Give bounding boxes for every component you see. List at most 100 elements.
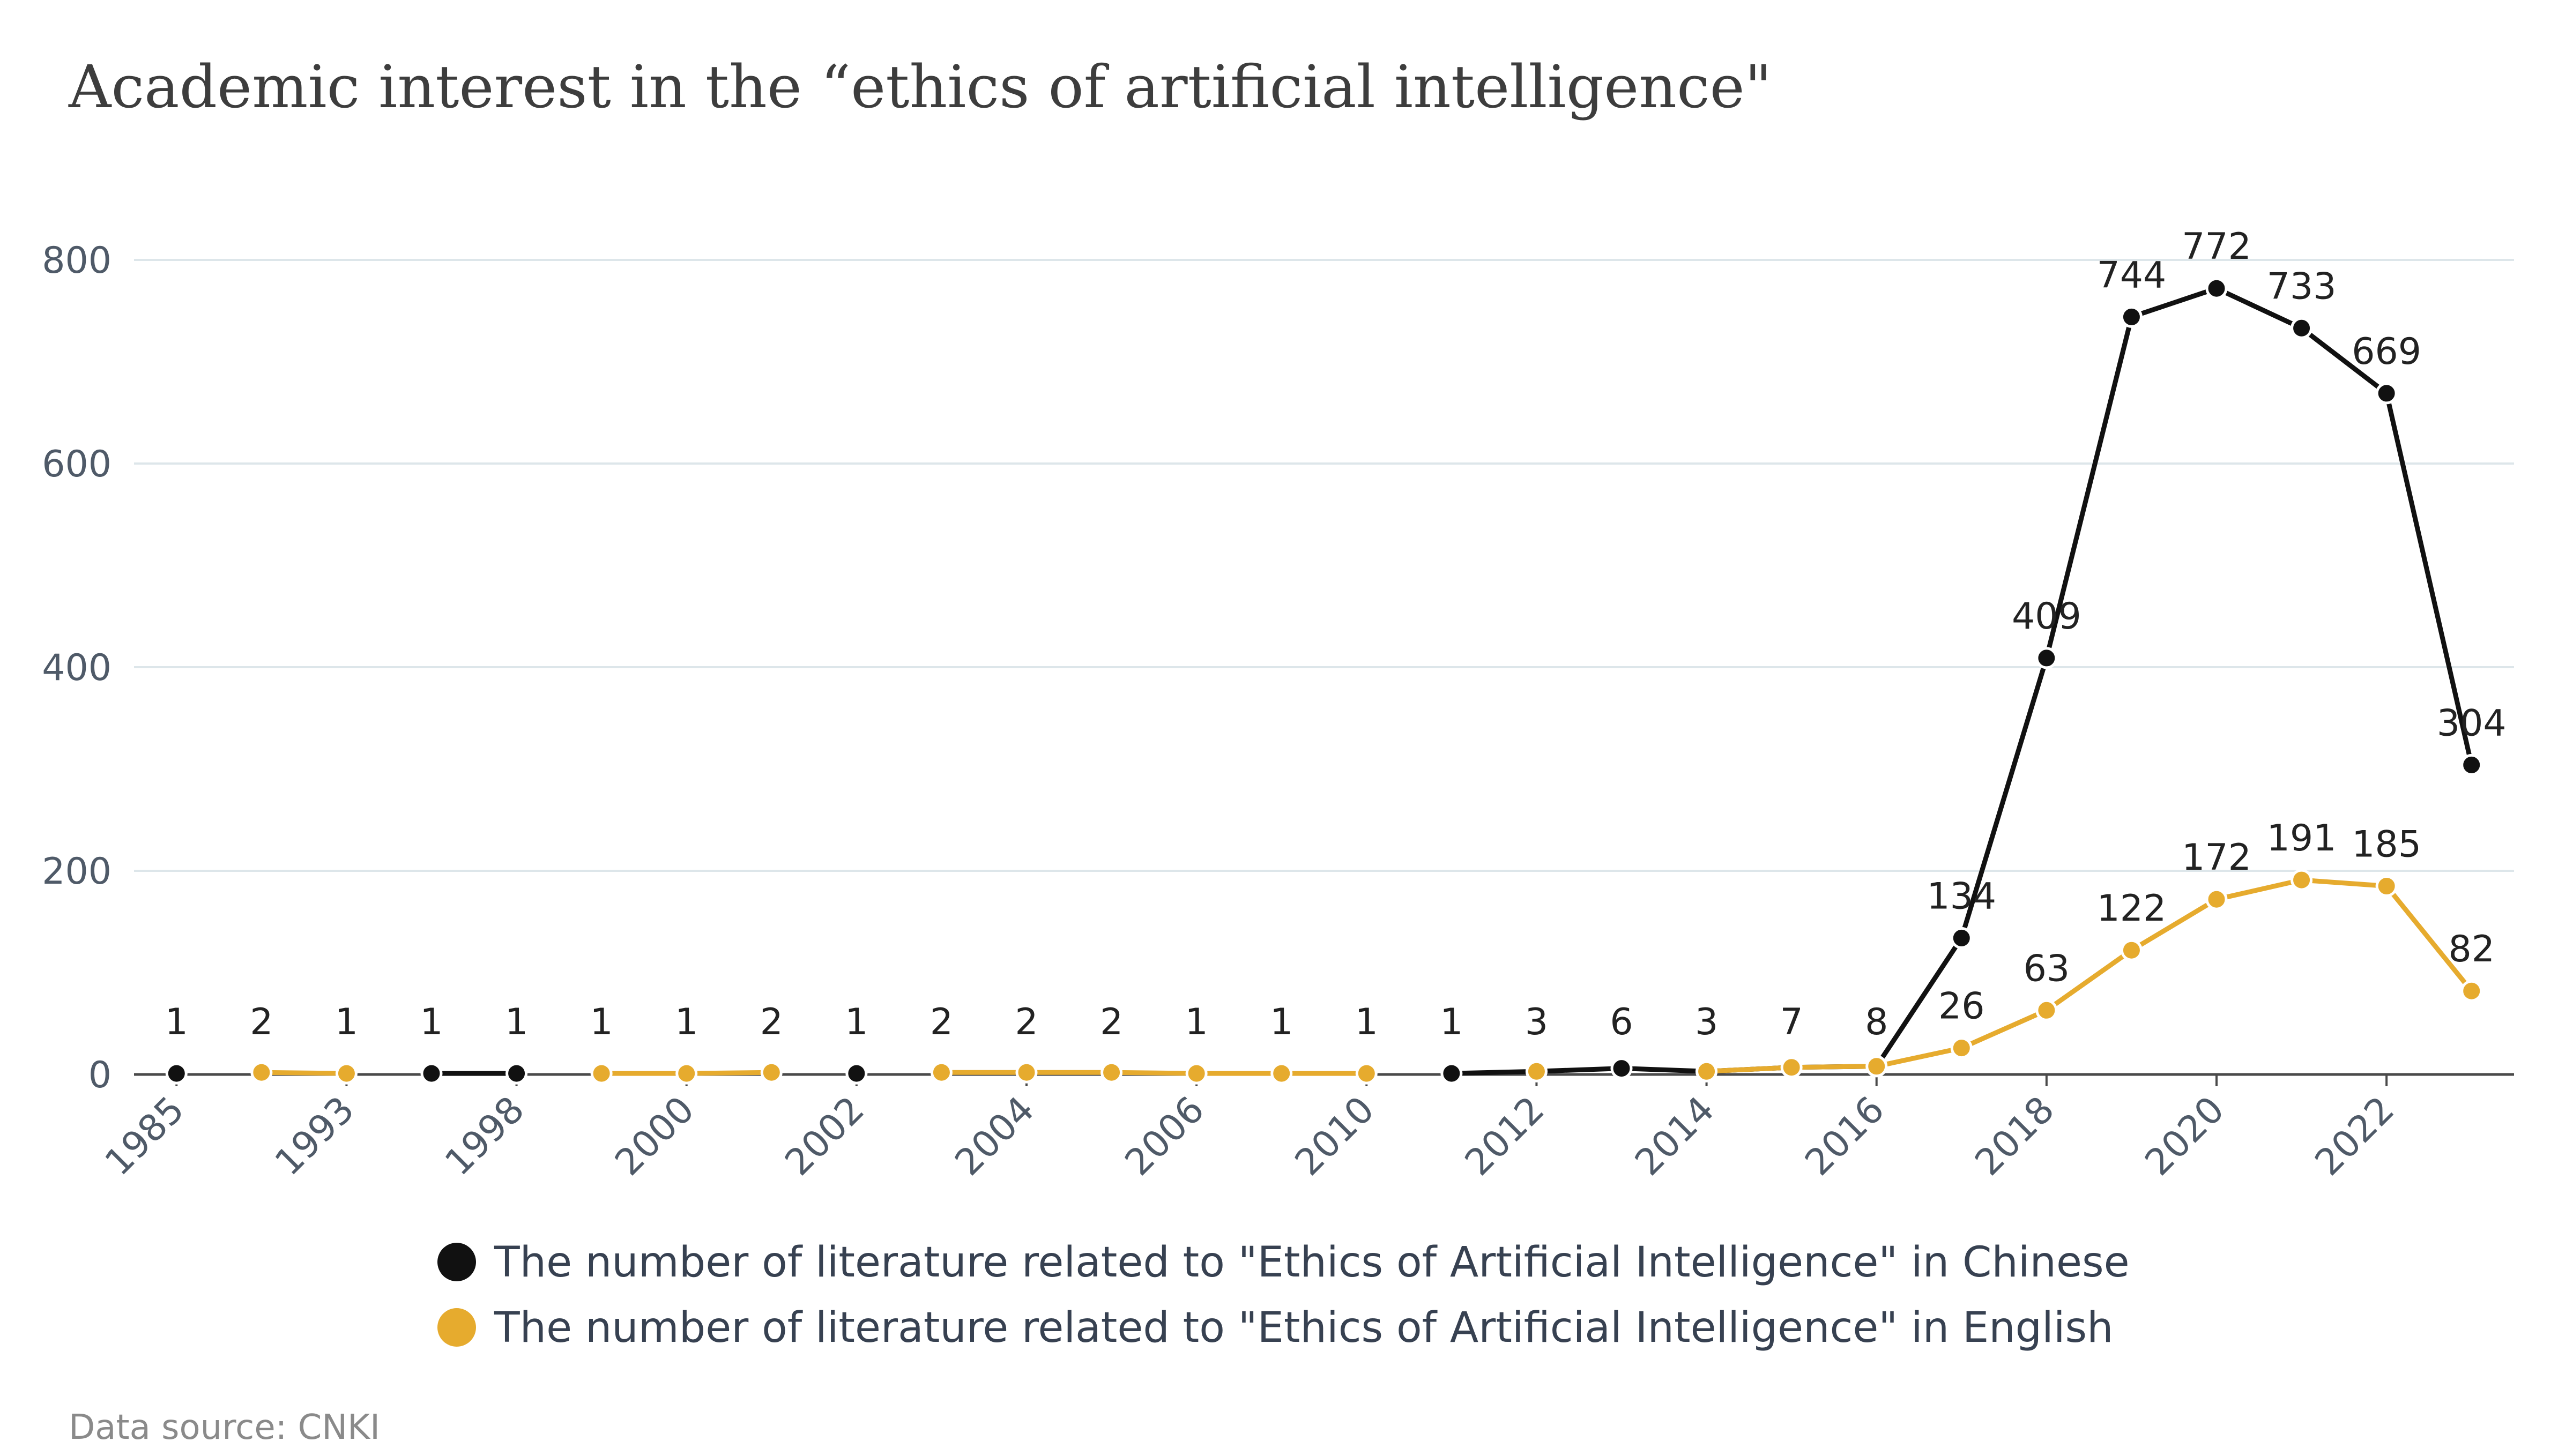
legend-label-chinese: The number of literature related to "Eth…	[494, 1238, 2130, 1287]
x-tick-label-2014: 2014	[1627, 1088, 1722, 1184]
series-chinese-segment-2012	[1449, 1069, 1539, 1076]
point-english-2022	[2375, 875, 2398, 897]
point-chinese-2018	[2035, 647, 2058, 669]
series-chinese-segment-2017	[1874, 935, 1964, 1069]
point-chinese-2017	[1950, 927, 1973, 949]
x-tick-label-2004: 2004	[947, 1088, 1043, 1184]
y-tick-label-600: 600	[42, 443, 111, 486]
y-tick-label-200: 200	[42, 850, 111, 893]
data-label-english-2020: 172	[2182, 837, 2251, 879]
series-english-segment-2017	[1874, 1046, 1964, 1069]
gridlines	[134, 259, 2514, 872]
data-label-english-2005: 2	[1100, 1001, 1123, 1043]
data-label-chinese-2023: 304	[2437, 702, 2507, 744]
series-english-segment-2015	[1704, 1065, 1794, 1074]
point-english-2012	[1525, 1060, 1548, 1082]
data-label-chinese-1998: 1	[505, 1001, 528, 1043]
point-chinese-2002	[845, 1062, 868, 1085]
data-label-english-1993: 1	[335, 1001, 358, 1043]
x-tick-label-2018: 2018	[1967, 1088, 2063, 1184]
data-label-chinese-2017: 134	[1927, 875, 1996, 917]
y-tick-label-0: 0	[88, 1054, 111, 1096]
x-tick-label-1993: 1993	[267, 1088, 362, 1184]
data-label-english-2004: 2	[1015, 1001, 1038, 1043]
point-chinese-2023	[2460, 753, 2483, 776]
series-english-segment-2022	[2299, 877, 2389, 888]
data-label-english-1999: 1	[590, 1001, 613, 1043]
x-tick-label-1998: 1998	[437, 1088, 532, 1184]
point-chinese-2020	[2205, 277, 2228, 300]
series-chinese-segment-2023	[2384, 391, 2474, 767]
series-chinese-segment-2013	[1534, 1066, 1624, 1074]
x-tick-label-2020: 2020	[2137, 1088, 2233, 1184]
point-english-2010	[1355, 1062, 1378, 1085]
data-label-chinese-2020: 772	[2182, 226, 2251, 268]
data-label-english-2023: 82	[2448, 928, 2495, 970]
data-label-english-2021: 191	[2267, 817, 2337, 860]
point-english-2001	[760, 1061, 783, 1084]
point-english-2016	[1865, 1055, 1888, 1078]
point-chinese-2019	[2120, 305, 2143, 328]
data-label-english-2010: 1	[1355, 1001, 1378, 1043]
data-label-chinese-2018: 409	[2012, 595, 2081, 638]
point-english-1993	[335, 1062, 358, 1085]
point-english-2000	[675, 1062, 698, 1085]
point-english-2015	[1780, 1056, 1803, 1079]
series-group	[165, 277, 2483, 1085]
point-english-2019	[2120, 939, 2143, 961]
series-chinese-segment-2018	[1959, 655, 2049, 940]
point-english-2020	[2205, 888, 2228, 910]
data-label-chinese-1997: 1	[420, 1001, 443, 1043]
series-chinese-segment-2019	[2044, 314, 2134, 661]
data-label-chinese-2012: 3	[1525, 1001, 1548, 1043]
point-chinese-1998	[505, 1062, 528, 1085]
legend-swatch-english	[437, 1308, 476, 1347]
data-label-chinese-2016: 8	[1865, 1001, 1888, 1043]
point-chinese-1985	[165, 1062, 188, 1085]
data-label-english-2022: 185	[2352, 824, 2421, 866]
data-label-chinese-2015: 7	[1780, 1001, 1803, 1043]
series-english-segment-1993	[259, 1070, 349, 1076]
point-english-2003	[930, 1061, 953, 1084]
point-english-2018	[2035, 999, 2058, 1021]
data-label-chinese-1985: 1	[165, 1001, 188, 1043]
series-chinese-segment-2022	[2299, 325, 2389, 396]
data-label-english-2007: 1	[1270, 1001, 1293, 1043]
y-tick-label-400: 400	[42, 647, 111, 689]
series-english-segment-2019	[2044, 947, 2134, 1013]
data-label-chinese-2011: 1	[1440, 1001, 1463, 1043]
point-chinese-2011	[1440, 1062, 1463, 1085]
x-tick-label-2012: 2012	[1457, 1088, 1552, 1184]
data-label-chinese-2013: 6	[1610, 1001, 1633, 1043]
point-english-2005	[1100, 1061, 1123, 1084]
data-label-english-2018: 63	[2024, 947, 2070, 990]
data-label-english-2003: 2	[930, 1001, 953, 1043]
legend-swatch-chinese	[437, 1243, 476, 1281]
data-label-english-2006: 1	[1185, 1001, 1208, 1043]
x-tick-label-2000: 2000	[607, 1088, 703, 1184]
series-english-segment-2018	[1959, 1007, 2049, 1051]
point-english-2004	[1015, 1061, 1038, 1084]
point-english-2014	[1695, 1060, 1718, 1082]
point-english-2021	[2291, 869, 2313, 891]
point-english-2007	[1270, 1062, 1293, 1085]
data-label-chinese-2014: 3	[1695, 1001, 1718, 1043]
series-chinese-segment-2021	[2214, 286, 2304, 331]
series-english-segment-2023	[2384, 884, 2474, 994]
x-tick-label-2002: 2002	[777, 1088, 873, 1184]
series-english-segment-2021	[2214, 877, 2304, 902]
x-tick-label-2006: 2006	[1117, 1088, 1213, 1184]
y-axis: 0 200 400 600 800	[42, 240, 111, 1096]
point-english-1992	[250, 1061, 273, 1084]
point-chinese-1997	[420, 1062, 443, 1085]
point-english-1999	[590, 1062, 613, 1085]
point-english-2006	[1185, 1062, 1208, 1085]
legend: The number of literature related to "Eth…	[437, 1238, 2130, 1352]
x-axis: 1985 1993 1998 2000 2002 2004 2006 2010 2012 2014…	[97, 1073, 2514, 1184]
data-label-english-2017: 26	[1938, 985, 1985, 1028]
data-label-english-2001: 2	[760, 1001, 783, 1043]
x-tick-label-1985: 1985	[97, 1088, 192, 1184]
y-tick-label-800: 800	[42, 240, 111, 282]
data-label-english-2000: 1	[675, 1001, 698, 1043]
